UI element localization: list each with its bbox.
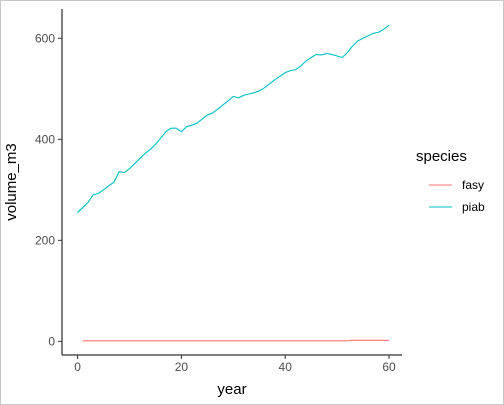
series-line-piab bbox=[77, 24, 390, 213]
y-tick-label: 600 bbox=[35, 31, 55, 45]
x-tick-label: 60 bbox=[382, 360, 396, 374]
series-layer bbox=[77, 24, 390, 342]
x-tick-label: 40 bbox=[279, 360, 293, 374]
x-axis-title: year bbox=[217, 381, 246, 398]
x-tick-label: 20 bbox=[175, 360, 189, 374]
legend-label-fasy: fasy bbox=[462, 178, 484, 192]
series-line-fasy bbox=[82, 339, 390, 342]
y-tick-label: 200 bbox=[35, 233, 55, 247]
legend-label-piab: piab bbox=[462, 200, 485, 214]
y-tick-label: 0 bbox=[48, 334, 55, 348]
y-axis-title: volume_m3 bbox=[3, 143, 20, 221]
y-tick-label: 400 bbox=[35, 132, 55, 146]
legend-title: species bbox=[416, 148, 467, 165]
legend: fasy piab bbox=[429, 178, 485, 214]
x-tick-label: 0 bbox=[74, 360, 81, 374]
